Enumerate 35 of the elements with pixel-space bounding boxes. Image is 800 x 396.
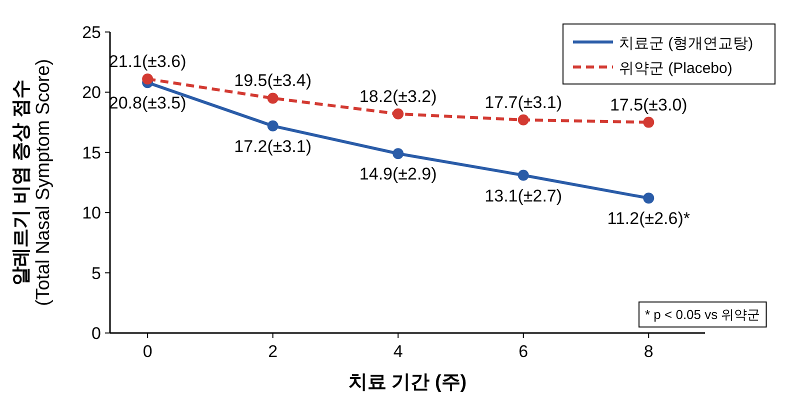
data-label: 17.2(±3.1) [234,136,312,156]
legend-label: 위약군 (Placebo) [619,60,732,77]
legend-label: 치료군 (형개연교탕) [619,35,754,52]
x-axis-title: 치료 기간 (주) [348,372,467,393]
point [518,114,529,126]
data-label: 11.2(±2.6)* [607,209,690,228]
y-tick-label: 10 [82,204,101,223]
y-tick-label: 5 [92,264,101,283]
x-tick-label: 8 [644,342,654,361]
data-label: 19.5(±3.4) [234,71,312,90]
data-label: 20.8(±3.5) [108,94,186,113]
y-axis-title: 알레르기 비염 증상 점수 (Total Nasal Symptom Score) [11,58,54,306]
x-tick-label: 6 [518,342,528,361]
x-tick-label: 2 [268,342,278,361]
y-tick-label: 25 [82,23,101,42]
data-label: 21.1(±3.6) [108,52,186,71]
data-label: 17.5(±3.0) [610,95,688,114]
point [518,170,529,181]
point [392,108,404,120]
annotation: * p < 0.05 vs 위약군 [645,307,760,322]
data-label: 17.7(±3.1) [484,92,562,112]
point [643,192,654,204]
point [392,148,404,160]
x-tick-label: 4 [393,342,403,361]
point [142,73,154,84]
data-label: 14.9(±2.9) [359,164,437,184]
y-tick-label: 20 [82,83,101,102]
point [267,120,278,132]
point [643,116,654,128]
y-tick-label: 0 [92,324,101,343]
point [267,92,278,104]
data-label: 18.2(±3.2) [359,86,437,106]
data-label: 13.1(±2.7) [484,186,562,206]
x-tick-label: 0 [142,342,152,361]
y-tick-label: 15 [82,143,101,162]
